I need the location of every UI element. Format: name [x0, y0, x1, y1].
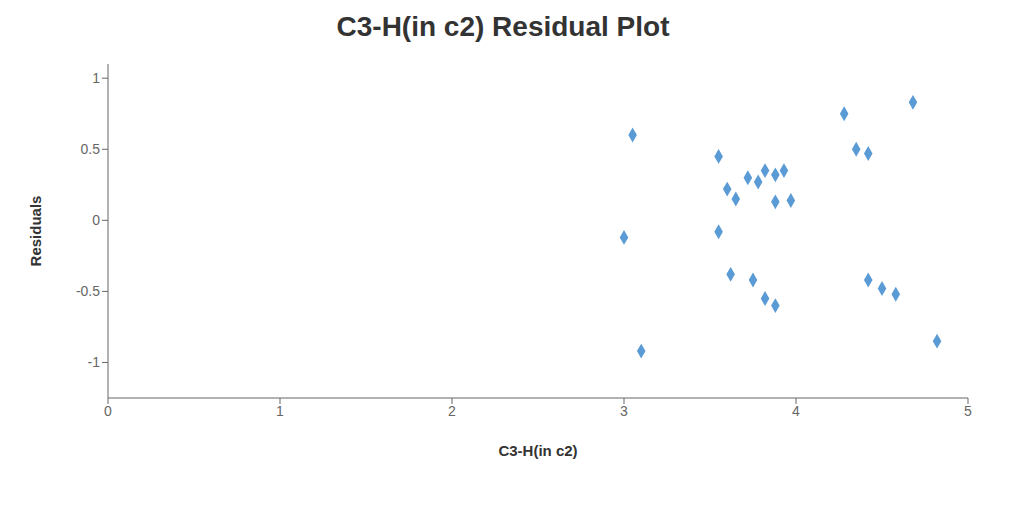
svg-text:4: 4 [792, 403, 800, 419]
svg-text:3: 3 [620, 403, 628, 419]
svg-text:-1: -1 [88, 354, 101, 370]
svg-text:0: 0 [104, 403, 112, 419]
svg-text:2: 2 [448, 403, 456, 419]
svg-text:Residuals: Residuals [27, 196, 44, 267]
svg-text:-0.5: -0.5 [76, 283, 100, 299]
svg-text:1: 1 [92, 70, 100, 86]
svg-text:C3-H(in c2): C3-H(in c2) [498, 442, 577, 459]
svg-text:1: 1 [276, 403, 284, 419]
svg-text:5: 5 [964, 403, 972, 419]
html-text:C3-H(in c2) Residual Plot: C3-H(in c2) Residual Plot [336, 11, 670, 42]
svg-text:0.5: 0.5 [81, 141, 101, 157]
svg-text:0: 0 [92, 212, 100, 228]
